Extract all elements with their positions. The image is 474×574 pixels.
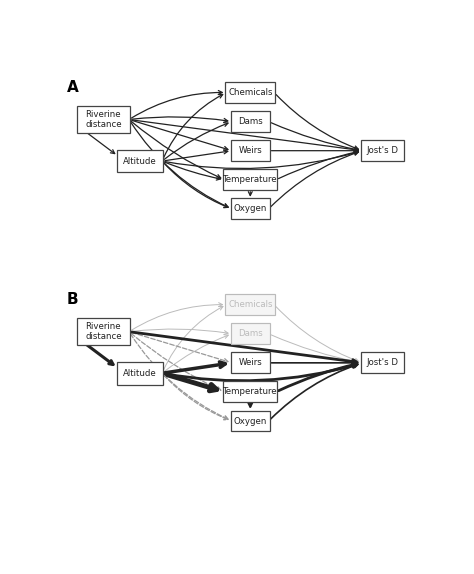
Text: Chemicals: Chemicals <box>228 88 273 97</box>
Text: Riverine
distance: Riverine distance <box>85 322 122 342</box>
Text: Jost's D: Jost's D <box>366 146 399 155</box>
FancyBboxPatch shape <box>225 82 275 103</box>
Text: Altitude: Altitude <box>123 369 157 378</box>
FancyBboxPatch shape <box>231 111 270 132</box>
FancyBboxPatch shape <box>117 362 163 385</box>
Text: Weirs: Weirs <box>238 146 262 155</box>
Text: Weirs: Weirs <box>238 358 262 367</box>
Text: Jost's D: Jost's D <box>366 358 399 367</box>
Text: Chemicals: Chemicals <box>228 300 273 309</box>
FancyBboxPatch shape <box>117 150 163 172</box>
Text: Dams: Dams <box>238 117 263 126</box>
Text: Dams: Dams <box>238 329 263 338</box>
FancyBboxPatch shape <box>231 140 270 161</box>
FancyBboxPatch shape <box>361 140 404 161</box>
FancyBboxPatch shape <box>76 318 130 346</box>
FancyBboxPatch shape <box>223 382 277 402</box>
Text: Temperature: Temperature <box>223 175 278 184</box>
FancyBboxPatch shape <box>231 199 270 219</box>
Text: Altitude: Altitude <box>123 157 157 165</box>
Text: Oxygen: Oxygen <box>234 417 267 425</box>
FancyBboxPatch shape <box>231 323 270 344</box>
Text: A: A <box>66 80 78 95</box>
Text: Riverine
distance: Riverine distance <box>85 110 122 129</box>
FancyBboxPatch shape <box>231 352 270 373</box>
FancyBboxPatch shape <box>76 106 130 133</box>
FancyBboxPatch shape <box>361 352 404 373</box>
FancyBboxPatch shape <box>223 169 277 190</box>
Text: B: B <box>66 292 78 307</box>
FancyBboxPatch shape <box>231 410 270 432</box>
Text: Temperature: Temperature <box>223 387 278 397</box>
FancyBboxPatch shape <box>225 294 275 315</box>
Text: Oxygen: Oxygen <box>234 204 267 214</box>
